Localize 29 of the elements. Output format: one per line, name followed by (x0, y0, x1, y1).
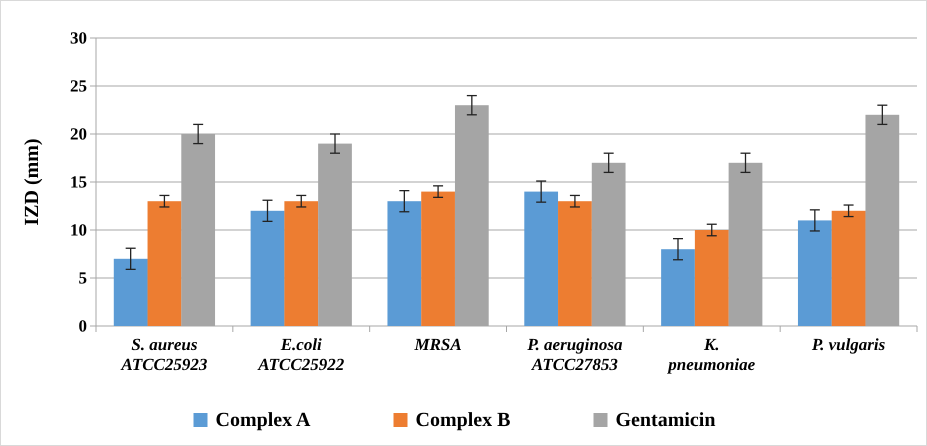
legend-label: Gentamicin (616, 409, 716, 431)
y-tick-label: 25 (70, 76, 87, 96)
y-tick-label: 20 (70, 124, 87, 144)
bar (694, 230, 729, 326)
bar (558, 201, 592, 326)
legend-label: Complex B (416, 409, 510, 431)
y-tick-label: 15 (70, 172, 87, 192)
bar (148, 201, 182, 326)
x-tick-label: K. pneumoniae (666, 335, 756, 374)
y-tick-label: 0 (78, 316, 87, 336)
y-axis-title: IZD (mm) (21, 138, 43, 226)
x-tick-label: P. aeruginosa ATCC27853 (526, 335, 623, 374)
bar (387, 201, 422, 326)
x-tick-label: S. aureus ATCC25923 (120, 335, 208, 374)
y-tick-label: 5 (78, 268, 87, 288)
y-tick-label: 10 (70, 220, 87, 240)
bar (832, 210, 866, 326)
bar (661, 249, 695, 326)
x-tick-label: E.coli ATCC25922 (257, 335, 345, 374)
y-tick-label: 30 (70, 28, 87, 48)
legend-label: Complex A (216, 409, 312, 431)
bar (284, 201, 318, 326)
bar (250, 210, 284, 326)
bar (114, 258, 148, 326)
bar (421, 192, 455, 326)
x-tick-label: MRSA (413, 335, 462, 354)
x-tick-label: P. vulgaris (810, 335, 886, 354)
bar (524, 192, 558, 326)
bar (798, 220, 832, 326)
